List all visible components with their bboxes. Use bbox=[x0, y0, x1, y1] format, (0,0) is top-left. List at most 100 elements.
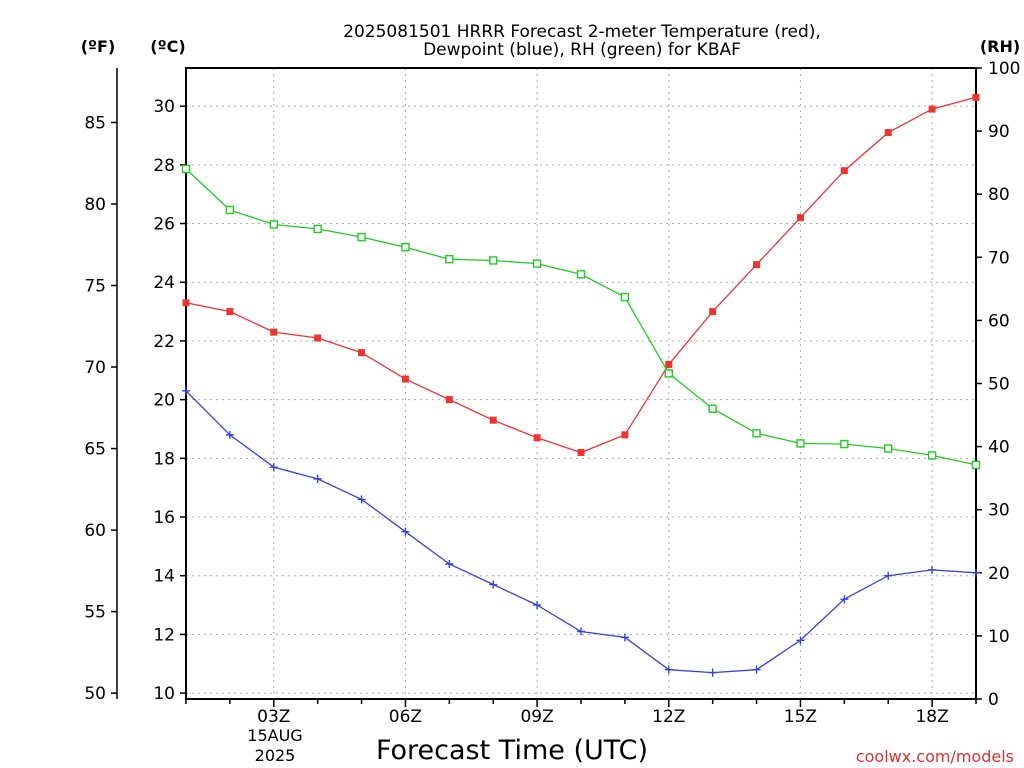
watermark-text: coolwx.com/models bbox=[856, 747, 1014, 766]
dewpoint-point bbox=[225, 430, 234, 439]
temperature-point bbox=[489, 416, 497, 424]
fahrenheit-tick-label: 55 bbox=[84, 603, 106, 623]
rh-unit-label: (RH) bbox=[980, 37, 1020, 56]
axis-ticks-layer: 10 12 14 16 18 20 22 24 26 28 30 50 55 60 65 70 75 80 85 0 1… bbox=[84, 59, 1020, 727]
rh-point bbox=[927, 451, 937, 460]
celsius-tick-label: 24 bbox=[153, 273, 175, 293]
celsius-tick-label: 30 bbox=[153, 97, 175, 117]
fahrenheit-tick-label: 50 bbox=[84, 684, 106, 704]
dewpoint-point bbox=[445, 559, 454, 568]
rh-tick-label: 60 bbox=[988, 311, 1010, 331]
rh-tick-label: 40 bbox=[988, 438, 1010, 458]
celsius-tick-label: 20 bbox=[153, 391, 175, 411]
rh-tick-label: 10 bbox=[988, 627, 1010, 647]
rh-point bbox=[576, 270, 586, 279]
x-tick-label: 06Z bbox=[389, 707, 422, 727]
series-dewpoint bbox=[182, 386, 980, 677]
temperature-point bbox=[665, 360, 673, 368]
dewpoint-point bbox=[708, 668, 717, 677]
celsius-tick-label: 10 bbox=[153, 684, 175, 704]
x-year-label: 2025 bbox=[255, 746, 296, 765]
rh-tick-label: 70 bbox=[988, 248, 1010, 268]
temperature-point bbox=[445, 396, 453, 404]
rh-tick-label: 50 bbox=[988, 375, 1010, 395]
dewpoint-point bbox=[664, 665, 673, 674]
rh-point bbox=[269, 220, 278, 229]
celsius-tick-label: 28 bbox=[153, 156, 175, 176]
rh-point bbox=[752, 429, 761, 438]
x-tick-label: 15Z bbox=[784, 707, 817, 727]
temperature-point bbox=[533, 434, 541, 442]
x-tick-label: 09Z bbox=[520, 707, 553, 727]
rh-point bbox=[445, 254, 454, 264]
x-tick-label: 12Z bbox=[652, 707, 685, 727]
dewpoint-point bbox=[752, 665, 761, 674]
fahrenheit-unit-label: (ºF) bbox=[81, 37, 116, 56]
rh-tick-label: 20 bbox=[988, 564, 1010, 584]
fahrenheit-tick-label: 65 bbox=[84, 440, 106, 460]
temperature-point bbox=[884, 129, 892, 137]
rh-tick-label: 100 bbox=[988, 59, 1020, 79]
rh-point bbox=[357, 232, 366, 242]
fahrenheit-tick-label: 60 bbox=[84, 521, 106, 541]
chart-title-line2: Dewpoint (blue), RH (green) for KBAF bbox=[423, 40, 741, 60]
celsius-tick-label: 14 bbox=[153, 567, 175, 587]
dewpoint-point bbox=[884, 571, 893, 580]
temperature-point bbox=[840, 167, 848, 175]
rh-tick-label: 30 bbox=[988, 501, 1010, 521]
dewpoint-point bbox=[401, 527, 410, 536]
dewpoint-point bbox=[357, 495, 366, 504]
grid-lines bbox=[186, 68, 976, 699]
plot-frame bbox=[185, 67, 977, 700]
rh-point bbox=[225, 205, 235, 215]
temperature-point bbox=[270, 328, 278, 336]
fahrenheit-tick-label: 80 bbox=[84, 195, 106, 215]
temperature-point bbox=[709, 308, 717, 316]
dewpoint-point bbox=[796, 636, 805, 645]
dewpoint-point bbox=[182, 386, 190, 395]
temperature-point bbox=[314, 334, 322, 342]
celsius-unit-label: (ºC) bbox=[150, 37, 185, 56]
temperature-point bbox=[226, 308, 234, 316]
dewpoint-point bbox=[577, 627, 585, 636]
chart-title-line1: 2025081501 HRRR Forecast 2-meter Tempera… bbox=[343, 22, 821, 42]
temperature-point bbox=[358, 349, 366, 357]
series-layer bbox=[181, 93, 981, 677]
dewpoint-point bbox=[489, 580, 498, 589]
dewpoint-point bbox=[972, 568, 980, 577]
temperature-point bbox=[401, 375, 409, 383]
rh-tick-label: 80 bbox=[988, 185, 1010, 205]
rh-point bbox=[708, 404, 717, 413]
dewpoint-point bbox=[928, 565, 937, 574]
temperature-point bbox=[796, 214, 804, 222]
fahrenheit-tick-label: 70 bbox=[84, 358, 106, 378]
rh-point bbox=[401, 243, 410, 252]
series-temperature bbox=[182, 93, 980, 456]
celsius-tick-label: 18 bbox=[153, 449, 175, 469]
x-date-label: 15AUG bbox=[247, 726, 302, 745]
temperature-point bbox=[753, 261, 761, 269]
rh-point bbox=[489, 256, 498, 265]
temperature-point bbox=[621, 431, 629, 439]
fahrenheit-tick-label: 85 bbox=[84, 113, 106, 133]
rh-point bbox=[620, 292, 630, 302]
rh-point bbox=[971, 460, 981, 470]
celsius-tick-label: 16 bbox=[153, 508, 175, 528]
rh-point bbox=[796, 439, 805, 448]
x-tick-label: 03Z bbox=[257, 707, 290, 727]
rh-point bbox=[532, 259, 542, 268]
dewpoint-point bbox=[269, 463, 278, 472]
rh-point bbox=[181, 164, 191, 174]
temperature-point bbox=[928, 105, 936, 113]
rh-point bbox=[664, 369, 673, 378]
temperature-point bbox=[972, 93, 980, 101]
celsius-tick-label: 12 bbox=[153, 625, 175, 645]
rh-tick-label: 90 bbox=[988, 122, 1010, 142]
fahrenheit-tick-label: 75 bbox=[84, 277, 106, 297]
dewpoint-point bbox=[533, 601, 542, 610]
dewpoint-point bbox=[620, 633, 629, 642]
temperature-point bbox=[577, 448, 585, 456]
dewpoint-point bbox=[313, 474, 322, 483]
rh-tick-label: 0 bbox=[988, 690, 999, 710]
